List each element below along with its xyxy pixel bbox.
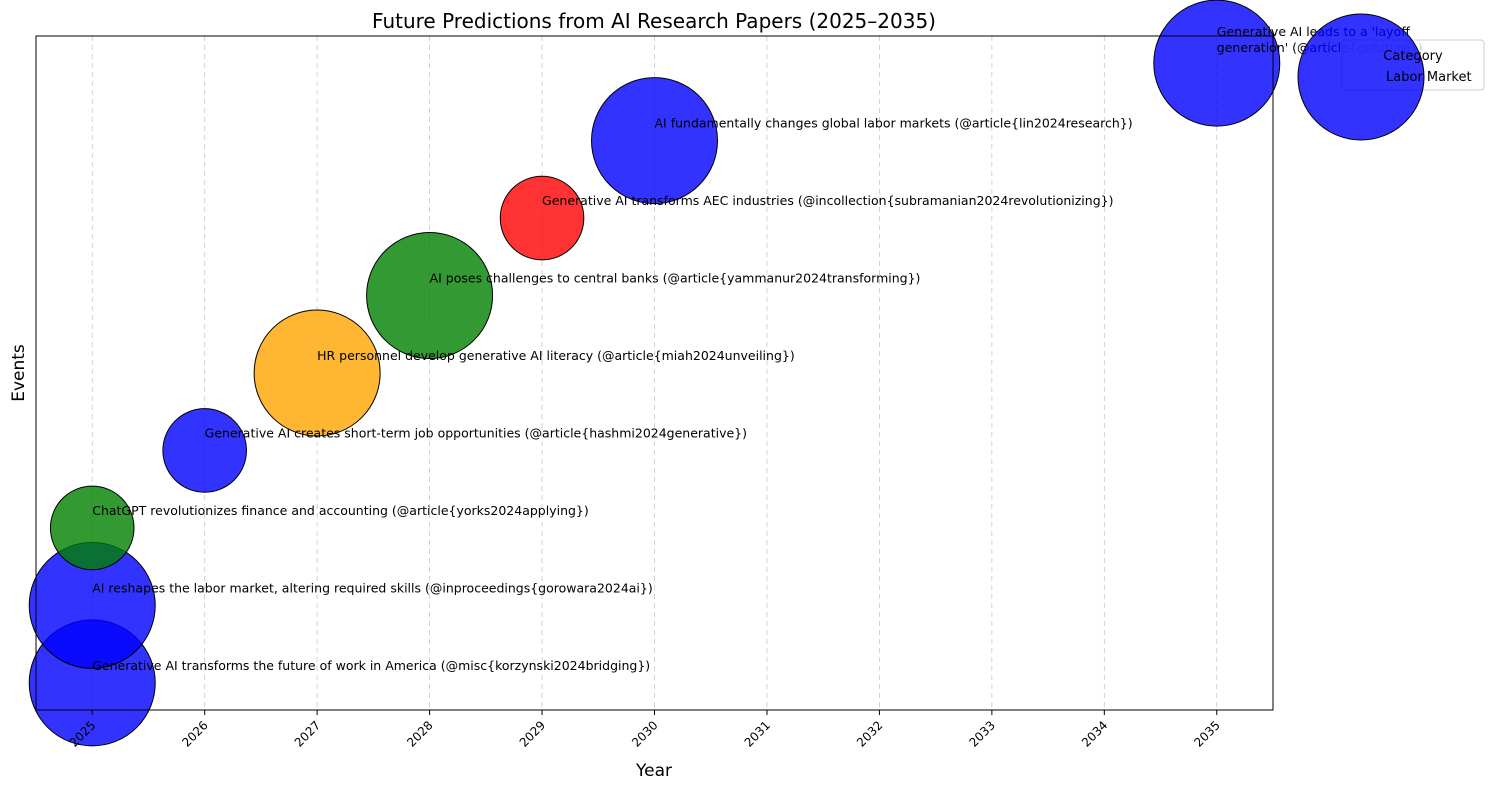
- legend-marker: [1297, 13, 1425, 141]
- event-label: AI reshapes the labor market, altering r…: [92, 580, 653, 595]
- event-label: AI poses challenges to central banks (@a…: [430, 271, 921, 286]
- bubble-point: [253, 309, 381, 437]
- bubble-point: [1153, 0, 1281, 127]
- x-axis-title: Year: [635, 761, 672, 781]
- bubble-layer: [28, 0, 1281, 747]
- event-label: Generative AI transforms AEC industries …: [542, 193, 1113, 208]
- chart-title: Future Predictions from AI Research Pape…: [372, 9, 936, 33]
- legend-title: Category: [1383, 49, 1443, 64]
- bubble-point: [366, 232, 494, 360]
- bubble-point: [499, 175, 585, 261]
- event-label: Generative AI creates short-term job opp…: [205, 425, 747, 440]
- legend: Category Labor Market: [1297, 13, 1485, 141]
- annotation-layer: Generative AI transforms the future of w…: [92, 24, 1423, 673]
- event-label: ChatGPT revolutionizes finance and accou…: [92, 503, 589, 518]
- event-label: AI fundamentally changes global labor ma…: [655, 116, 1133, 131]
- bubble-point: [49, 485, 135, 571]
- event-label: Generative AI transforms the future of w…: [92, 658, 650, 673]
- bubble-point: [162, 408, 247, 493]
- bubble-point: [591, 77, 718, 205]
- event-label: HR personnel develop generative AI liter…: [317, 348, 795, 363]
- legend-entry-label: Labor Market: [1386, 70, 1472, 85]
- y-axis-title: Events: [9, 344, 29, 402]
